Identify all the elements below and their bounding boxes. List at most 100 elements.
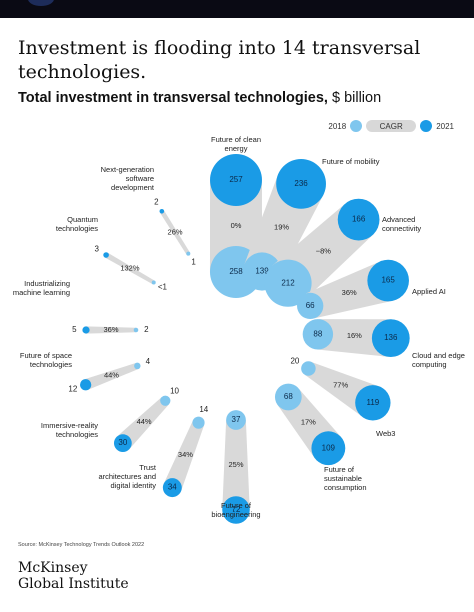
category-name-label: connectivity <box>382 224 421 233</box>
value-2021-label: 257 <box>229 175 243 184</box>
cagr-label: 0% <box>231 221 242 230</box>
connector-band <box>86 326 136 334</box>
value-2018-label: 88 <box>313 329 322 338</box>
logo-fragment <box>28 0 54 6</box>
value-2021-label: 3 <box>95 245 100 254</box>
bubble-2018 <box>301 361 316 376</box>
value-2021-label: 5 <box>72 325 77 334</box>
legend-2018-swatch <box>350 120 363 132</box>
category-name-label: consumption <box>324 483 367 492</box>
subtitle-unit: $ billion <box>327 90 382 106</box>
value-2021-label: 2 <box>154 198 159 207</box>
subtitle-main: Total investment in transversal technolo… <box>18 90 328 106</box>
bubble-2018 <box>192 416 205 429</box>
value-2018-label: 10 <box>170 387 179 396</box>
chart-subtitle: Total investment in transversal technolo… <box>18 90 381 106</box>
bubble-2021 <box>222 496 250 524</box>
connector-band <box>222 420 250 510</box>
connector-band <box>83 362 139 390</box>
category-name-label: Cloud and edge <box>412 351 465 360</box>
category-name-label: Applied AI <box>412 287 446 296</box>
source-note: Source: McKinsey Technology Trends Outlo… <box>18 542 145 548</box>
cagr-label: 16% <box>347 331 362 340</box>
category-name-label: technologies <box>30 360 72 369</box>
category-name-label: Industrializing <box>24 279 70 288</box>
bubble-2018 <box>297 292 324 320</box>
cagr-label: 36% <box>342 288 357 297</box>
category-name-label: Web3 <box>376 429 395 438</box>
value-2018-label: 20 <box>290 356 299 365</box>
bubble-2018 <box>302 319 334 350</box>
value-2018-label: 139 <box>255 267 269 276</box>
category-name-label: digital identity <box>111 481 157 490</box>
value-2018-label: 66 <box>306 301 315 310</box>
cagr-label: 36% <box>103 325 118 334</box>
bubble-2018 <box>274 383 302 411</box>
category-name-label: Future of space <box>20 351 72 360</box>
value-2018-label: <1 <box>158 283 168 292</box>
bubble-2018 <box>160 395 171 406</box>
connector-band <box>116 397 169 450</box>
value-2018-label: 212 <box>281 278 295 287</box>
bubble-2021 <box>355 385 391 421</box>
category-name-label: computing <box>412 360 447 369</box>
connector-band <box>209 180 263 272</box>
headline: Investment is flooding into 14 transvers… <box>18 37 421 83</box>
value-2018-label: 14 <box>199 405 208 414</box>
connector-band <box>159 210 191 255</box>
bubble-2018 <box>151 280 156 285</box>
category-name-label: sustainable <box>324 474 362 483</box>
value-2021-label: 119 <box>366 398 379 407</box>
brand-line-2: Global Institute <box>18 576 129 592</box>
category-name-label: Future of mobility <box>322 157 380 166</box>
connector-band <box>317 319 392 357</box>
bubble-2021 <box>311 431 346 466</box>
category-name-label: technologies <box>56 224 98 233</box>
category-name-label: Future of <box>221 501 252 510</box>
brand-line-1: McKinsey <box>18 560 88 576</box>
legend-cagr-bar: CAGR <box>366 120 417 132</box>
bubble-2018 <box>133 327 139 333</box>
cagr-label: 44% <box>137 417 152 426</box>
category-name-label: architectures and <box>98 472 156 481</box>
top-bar <box>0 0 474 18</box>
bubble-2021 <box>276 158 326 209</box>
bubble-2021 <box>337 198 380 241</box>
cagr-label: 77% <box>333 381 348 390</box>
legend: 2018 CAGR 2021 <box>328 120 454 132</box>
value-2021-label: 72 <box>232 505 241 514</box>
bubble-2021 <box>371 319 410 358</box>
bubble-2021 <box>367 259 409 302</box>
bubble-2018 <box>134 362 141 370</box>
category-name-label: Next-generation <box>101 165 154 174</box>
value-2018-label: 68 <box>284 392 293 401</box>
value-2021-label: 30 <box>118 438 127 447</box>
legend-cagr-label: CAGR <box>379 121 403 131</box>
category-name-label: energy <box>225 144 248 153</box>
value-2021-label: 34 <box>168 483 177 492</box>
cagr-label: 34% <box>178 450 193 459</box>
bubble-2021 <box>82 326 90 334</box>
category-name-label: Quantum <box>67 215 98 224</box>
category-name-label: technologies <box>56 430 98 439</box>
brand-logo: McKinsey Global Institute <box>18 560 129 592</box>
category-name-label: software <box>126 174 154 183</box>
legend-2021-swatch <box>420 120 433 132</box>
value-2021-label: 136 <box>384 333 398 342</box>
connector-band <box>104 252 155 285</box>
bubble-2021 <box>80 379 92 391</box>
value-2018-label: 258 <box>229 267 243 276</box>
connector-band <box>163 420 205 492</box>
value-2021-label: 109 <box>322 443 336 452</box>
value-2021-label: 165 <box>381 276 395 285</box>
value-2021-label: 166 <box>352 215 366 224</box>
bubble-2021 <box>210 154 262 206</box>
category-name-label: Future of <box>324 465 355 474</box>
bubble-2021 <box>113 434 132 453</box>
category-name-label: Immersive-reality <box>41 421 98 430</box>
bubble-2018 <box>186 251 191 256</box>
legend-2018-label: 2018 <box>328 121 347 131</box>
cagr-label: 44% <box>104 370 119 379</box>
cagr-label: 17% <box>301 418 316 427</box>
